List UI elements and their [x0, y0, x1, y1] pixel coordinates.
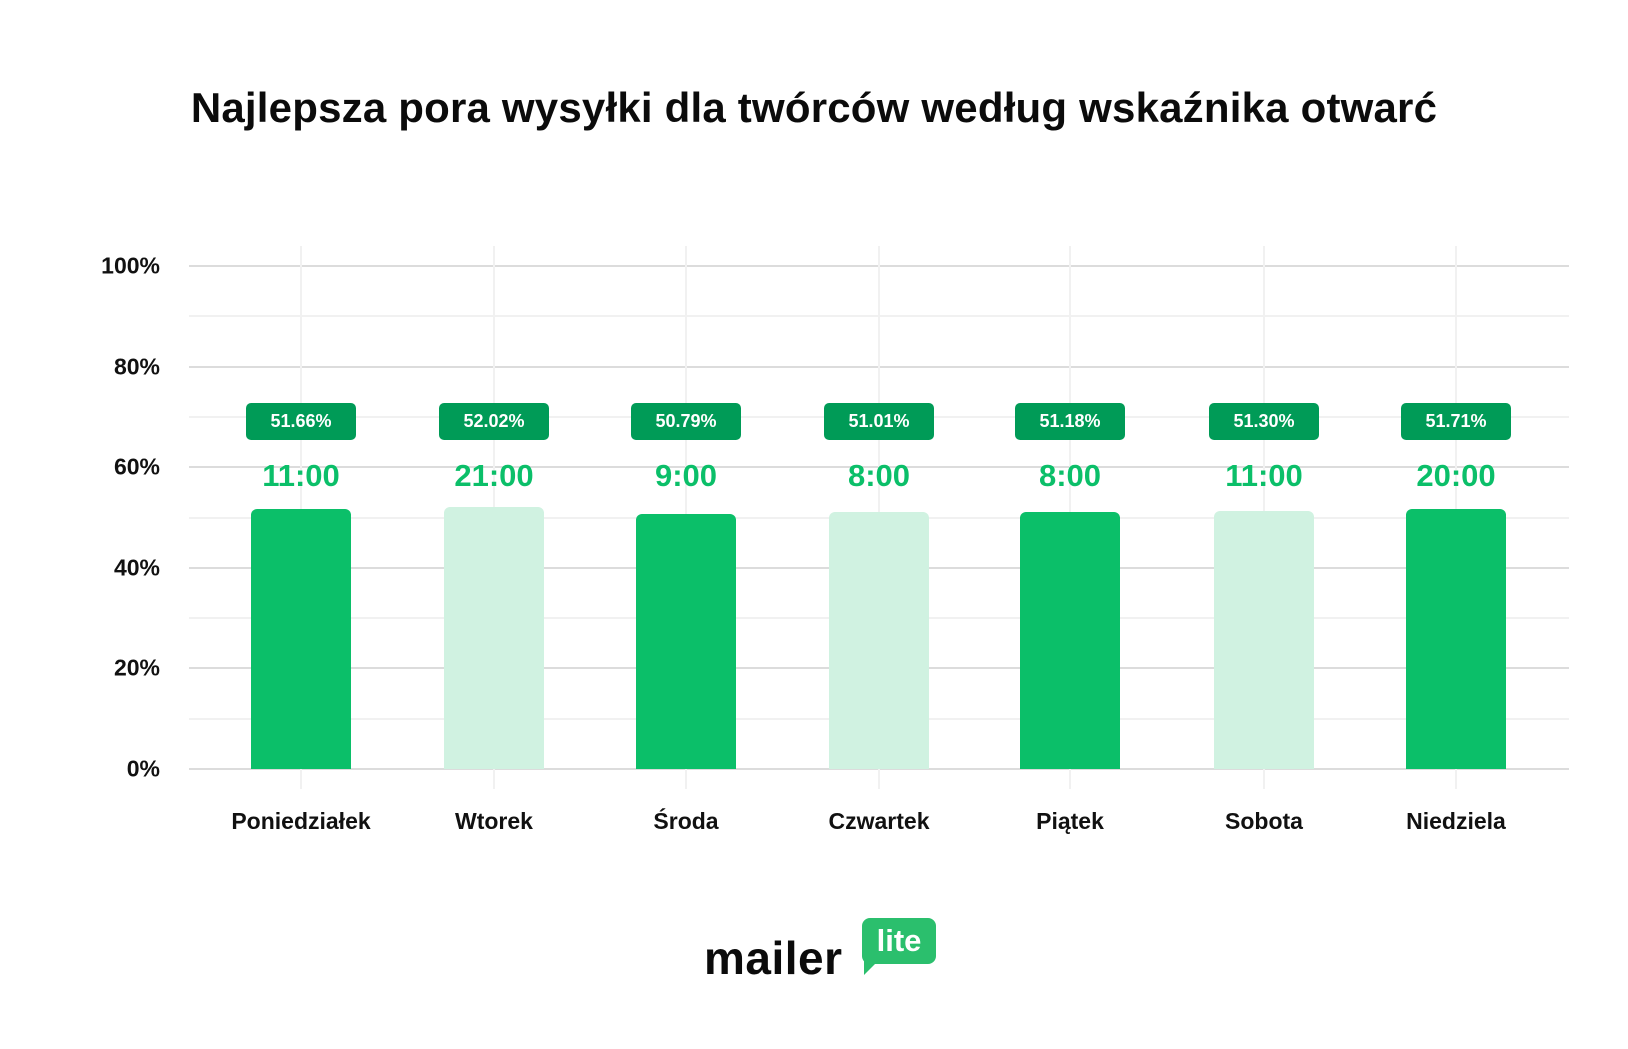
chart-title: Najlepsza pora wysyłki dla twórców wedłu…	[190, 84, 1438, 131]
y-tick-label: 20%	[113, 654, 160, 681]
best-time-label: 9:00	[654, 458, 718, 493]
x-tick-label: Czwartek	[828, 808, 930, 834]
value-badge: 50.79%	[631, 403, 741, 440]
plot-area	[189, 246, 1569, 789]
bar-czwartek	[829, 512, 929, 769]
value-badge: 51.71%	[1401, 403, 1511, 440]
bar-poniedziałek	[251, 509, 351, 769]
x-tick-label: Niedziela	[1406, 808, 1506, 834]
value-badge: 51.66%	[246, 403, 356, 440]
x-tick-label: Środa	[653, 808, 719, 834]
bar-niedziela	[1406, 508, 1506, 769]
bar-wtorek	[444, 507, 544, 769]
value-badge: 51.30%	[1209, 403, 1319, 440]
best-time-label: 11:00	[262, 458, 340, 493]
bar-piątek	[1020, 511, 1120, 769]
best-time-label: 8:00	[847, 458, 911, 493]
y-tick-label: 80%	[113, 353, 160, 380]
best-time-label: 11:00	[1225, 458, 1303, 493]
y-tick-label: 100%	[101, 252, 160, 279]
x-tick-label: Sobota	[1225, 808, 1303, 834]
speech-bubble-tail-icon	[864, 959, 880, 975]
logo-speech-bubble-icon: lite	[862, 918, 936, 964]
y-tick-label: 60%	[113, 453, 160, 480]
logo-wordmark: mailer	[704, 932, 843, 984]
bar-sobota	[1214, 510, 1314, 769]
mailerlite-logo: mailer lite	[704, 915, 944, 985]
x-tick-label: Piątek	[1036, 808, 1104, 834]
value-badge: 51.01%	[824, 403, 934, 440]
x-tick-label: Poniedziałek	[231, 808, 371, 834]
y-tick-label: 40%	[113, 554, 160, 581]
y-tick-label: 0%	[126, 755, 160, 782]
best-time-label: 20:00	[1416, 458, 1496, 493]
value-badge: 52.02%	[439, 403, 549, 440]
best-time-label: 21:00	[454, 458, 534, 493]
bar-środa	[636, 513, 736, 769]
best-time-label: 8:00	[1038, 458, 1102, 493]
value-badge: 51.18%	[1015, 403, 1125, 440]
x-tick-label: Wtorek	[455, 808, 533, 834]
